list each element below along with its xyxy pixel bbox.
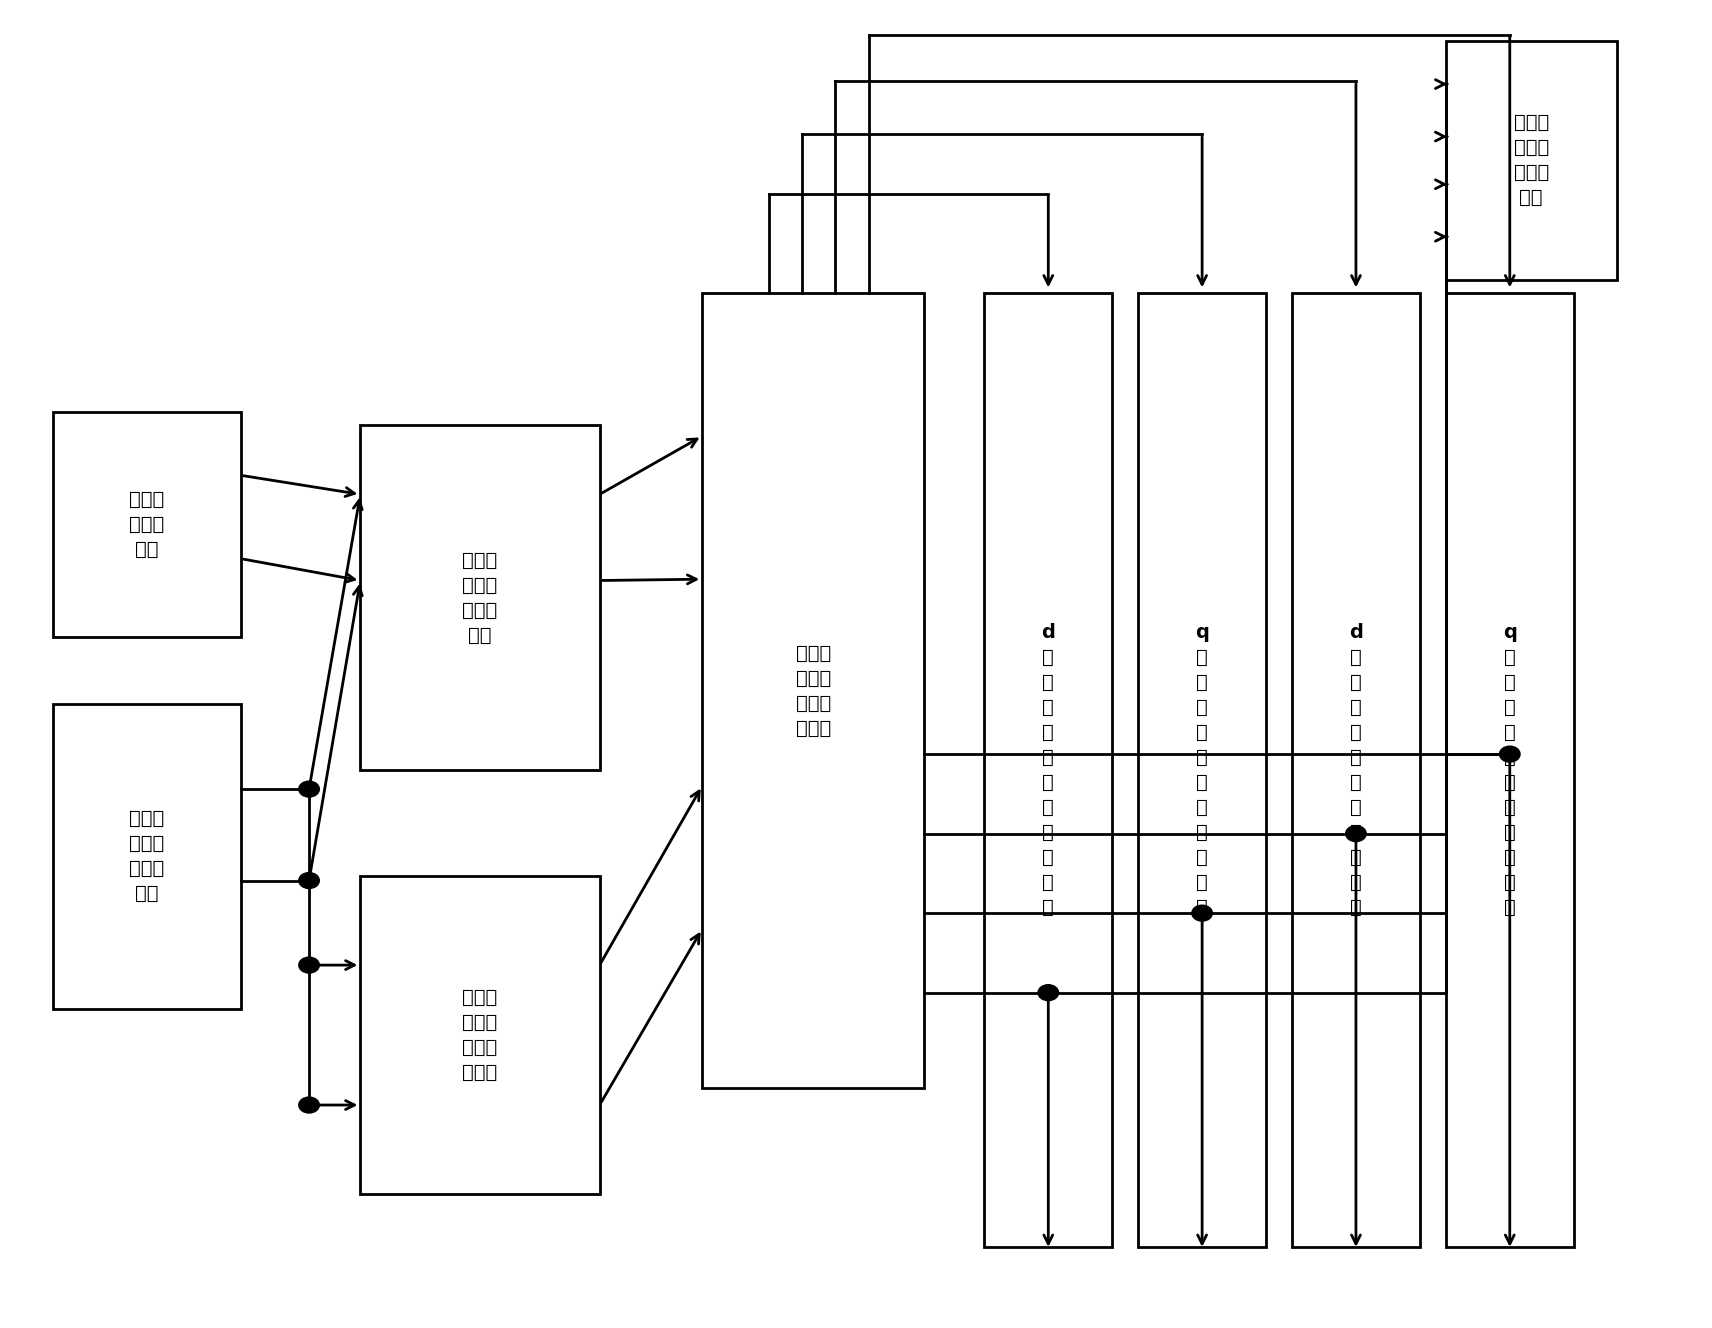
Circle shape: [1037, 984, 1058, 1000]
Bar: [1293, 293, 1419, 1247]
Text: q
轴
负
序
分
量
滑
窗
滤
波
单
元: q 轴 负 序 分 量 滑 窗 滤 波 单 元: [1503, 623, 1517, 918]
Text: 四组正
负序分
量输出
单元: 四组正 负序分 量输出 单元: [1513, 113, 1549, 207]
Text: d
轴
正
序
分
量
滑
窗
滤
波
单
元: d 轴 正 序 分 量 滑 窗 滤 波 单 元: [1041, 623, 1055, 918]
Circle shape: [300, 781, 320, 797]
Text: d
轴
负
序
分
量
滑
窗
滤
波
单
元: d 轴 负 序 分 量 滑 窗 滤 波 单 元: [1349, 623, 1363, 918]
Circle shape: [300, 872, 320, 888]
Circle shape: [1346, 826, 1366, 842]
Bar: [53, 704, 241, 1008]
Bar: [360, 425, 599, 770]
Circle shape: [300, 957, 320, 973]
Bar: [1138, 293, 1267, 1247]
Bar: [984, 293, 1113, 1247]
Bar: [1445, 41, 1616, 280]
Text: 同步角
正余弦
量输入
单元: 同步角 正余弦 量输入 单元: [128, 809, 164, 903]
Bar: [360, 876, 599, 1194]
Text: 两倍同
步角正
余弦计
算单元: 两倍同 步角正 余弦计 算单元: [462, 988, 498, 1082]
Bar: [1445, 293, 1573, 1247]
Text: 三相电
量输入
单元: 三相电 量输入 单元: [128, 490, 164, 559]
Text: 正负序
同步旋
转变换
单元: 正负序 同步旋 转变换 单元: [462, 551, 498, 644]
Bar: [53, 412, 241, 637]
Text: 迭代法
正负序
分量分
离单元: 迭代法 正负序 分量分 离单元: [796, 644, 830, 737]
Text: q
轴
正
序
分
量
滑
窗
滤
波
单
元: q 轴 正 序 分 量 滑 窗 滤 波 单 元: [1195, 623, 1209, 918]
Circle shape: [1500, 746, 1520, 762]
Bar: [702, 293, 924, 1088]
Circle shape: [1192, 906, 1212, 922]
Circle shape: [300, 1097, 320, 1113]
